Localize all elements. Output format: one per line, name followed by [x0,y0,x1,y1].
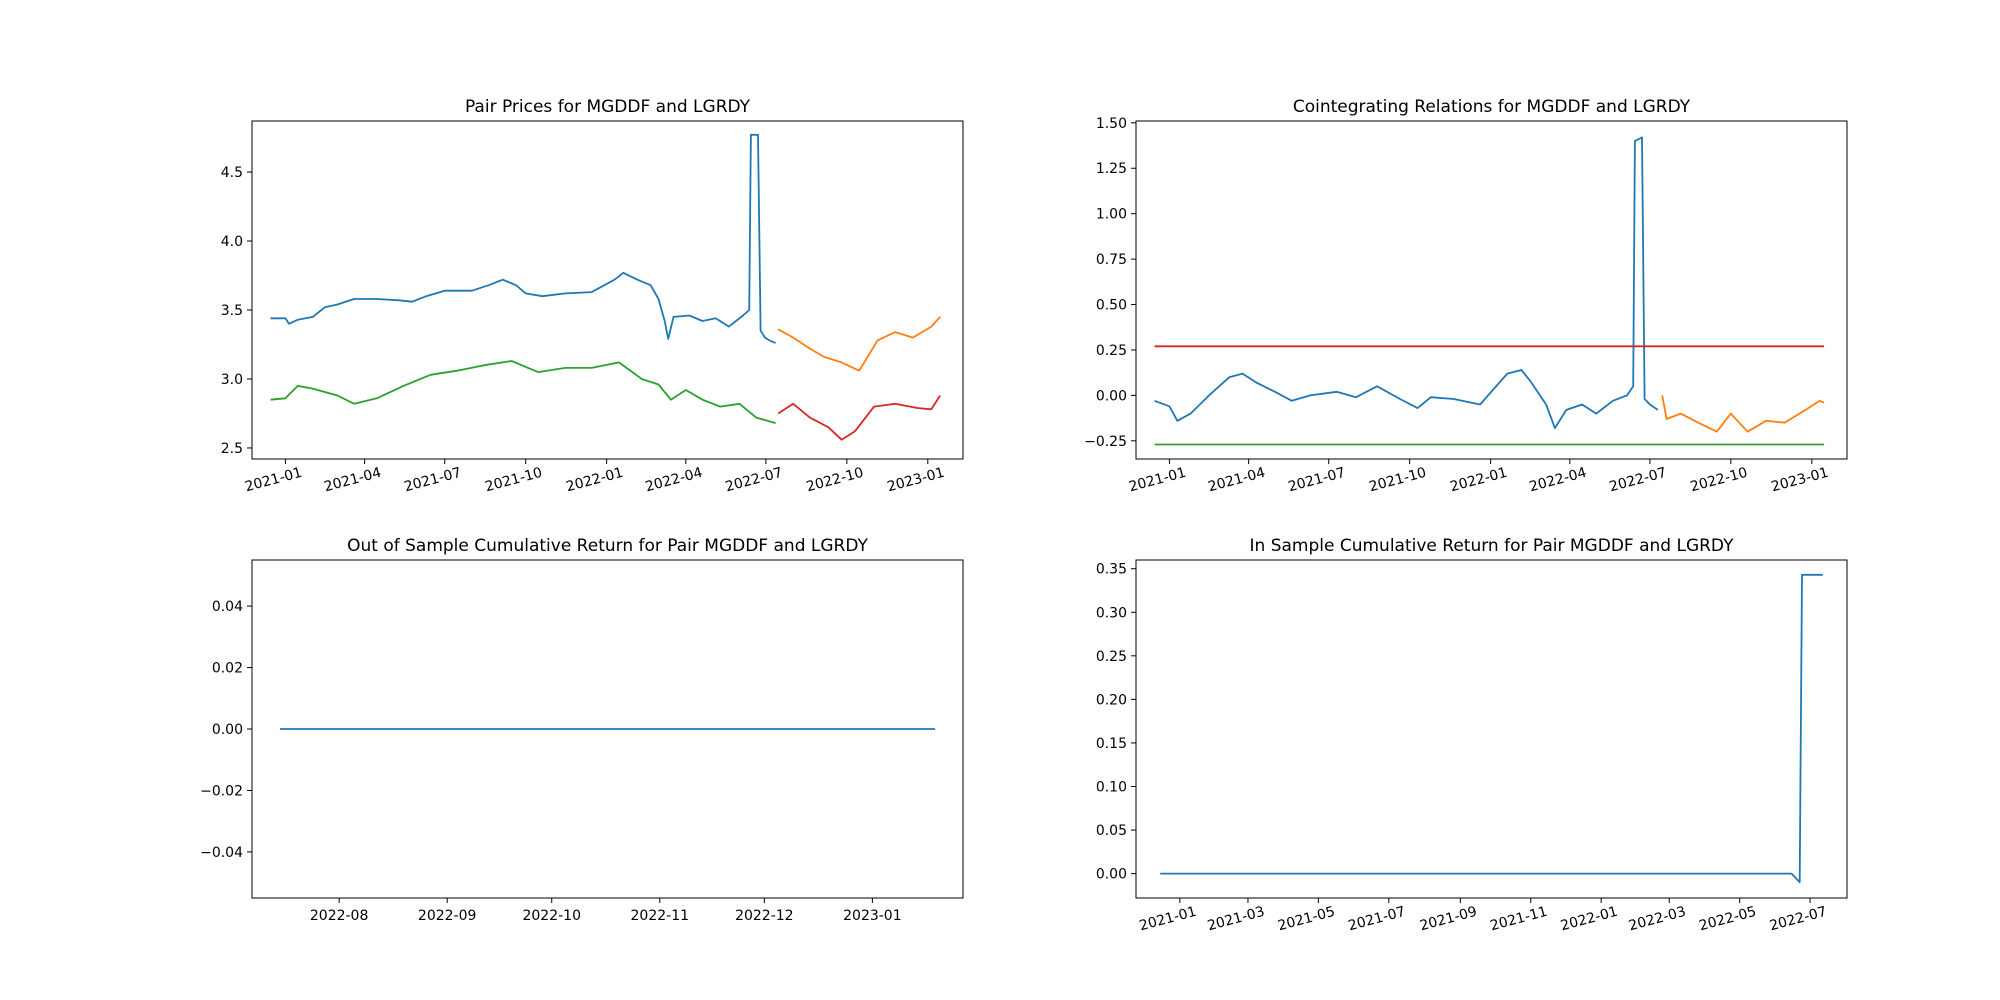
chart-title: Out of Sample Cumulative Return for Pair… [347,536,868,556]
y-tick-label: 0.02 [212,661,243,677]
y-tick-label: 0.00 [1096,388,1127,404]
x-tick-label: 2021-07 [402,465,463,496]
x-tick-label: 2021-07 [1286,465,1347,496]
x-tick-label: 2023-01 [843,908,902,924]
x-tick-label: 2022-05 [1697,904,1758,935]
y-tick-label: 0.04 [212,599,243,615]
x-tick-label: 2022-10 [522,908,581,924]
y-tick-label: 0.25 [1096,343,1127,359]
y-tick-label: 1.25 [1096,161,1127,177]
series-line-1 [270,133,776,344]
y-tick-label: 0.50 [1096,298,1127,314]
x-tick-label: 2022-12 [735,908,794,924]
y-tick-label: 0.30 [1096,605,1127,621]
y-tick-label: −0.04 [200,845,243,861]
y-tick-label: 1.50 [1096,116,1127,132]
y-tick-label: 0.15 [1096,736,1127,752]
x-tick-label: 2021-01 [1138,904,1199,935]
y-tick-label: 0.10 [1096,779,1127,795]
chart-title: In Sample Cumulative Return for Pair MGD… [1250,536,1735,556]
x-tick-label: 2021-01 [243,465,304,496]
x-tick-label: 2021-05 [1276,904,1337,935]
subplot-4: In Sample Cumulative Return for Pair MGD… [1096,536,1848,935]
x-tick-label: 2023-01 [1770,465,1831,496]
x-tick-label: 2021-10 [483,465,544,496]
x-tick-label: 2021-04 [322,465,383,496]
axes-frame [251,120,964,460]
x-tick-label: 2022-09 [418,908,477,924]
axes-frame [1135,559,1848,899]
x-tick-label: 2021-09 [1418,904,1479,935]
y-tick-label: 0.75 [1096,252,1127,268]
y-tick-label: −0.25 [1084,434,1127,450]
y-tick-label: 2.5 [221,441,243,457]
x-tick-label: 2022-01 [564,465,625,496]
x-tick-label: 2021-07 [1347,904,1408,935]
axes-frame [1135,120,1848,460]
x-tick-label: 2022-03 [1627,904,1688,935]
x-tick-label: 2022-04 [1528,465,1589,496]
x-tick-label: 2022-04 [644,465,705,496]
chart-title: Pair Prices for MGDDF and LGRDY [465,97,751,117]
x-tick-label: 2022-07 [1768,904,1829,935]
y-tick-label: 0.20 [1096,692,1127,708]
subplot-1: Pair Prices for MGDDF and LGRDY 2.5 3.0 3.5… [221,97,964,496]
series-line-4 [777,395,941,441]
series-line-2 [1661,395,1825,433]
y-tick-label: 0.05 [1096,823,1127,839]
y-tick-label: −0.02 [200,783,243,799]
series-line-1 [1160,573,1823,884]
y-tick-label: 0.35 [1096,562,1127,578]
x-tick-label: 2023-01 [886,465,947,496]
x-tick-label: 2021-01 [1127,465,1188,496]
chart-title: Cointegrating Relations for MGDDF and LG… [1293,97,1691,117]
y-tick-label: 3.5 [221,303,243,319]
y-tick-label: 0.00 [1096,867,1127,883]
x-tick-label: 2021-04 [1206,465,1267,496]
y-tick-label: 3.0 [221,372,243,388]
x-tick-label: 2021-11 [1489,904,1550,935]
y-tick-label: 0.25 [1096,649,1127,665]
subplot-3: Out of Sample Cumulative Return for Pair… [200,536,964,924]
y-tick-label: 0.00 [212,722,243,738]
x-tick-label: 2022-07 [724,465,785,496]
series-line-2 [270,360,776,424]
x-tick-label: 2021-03 [1206,904,1267,935]
x-tick-label: 2022-10 [1689,465,1750,496]
x-tick-label: 2021-10 [1367,465,1428,496]
x-tick-label: 2022-11 [631,908,690,924]
y-tick-label: 4.5 [221,165,243,181]
x-tick-label: 2022-01 [1559,904,1620,935]
y-tick-label: 4.0 [221,234,243,250]
series-line-1 [1154,136,1659,429]
y-tick-label: 1.00 [1096,207,1127,223]
x-tick-label: 2022-08 [310,908,369,924]
x-tick-label: 2022-10 [805,465,866,496]
x-tick-label: 2022-07 [1608,465,1669,496]
series-line-3 [777,316,941,372]
subplot-2: Cointegrating Relations for MGDDF and LG… [1084,97,1848,496]
x-tick-label: 2022-01 [1448,465,1509,496]
